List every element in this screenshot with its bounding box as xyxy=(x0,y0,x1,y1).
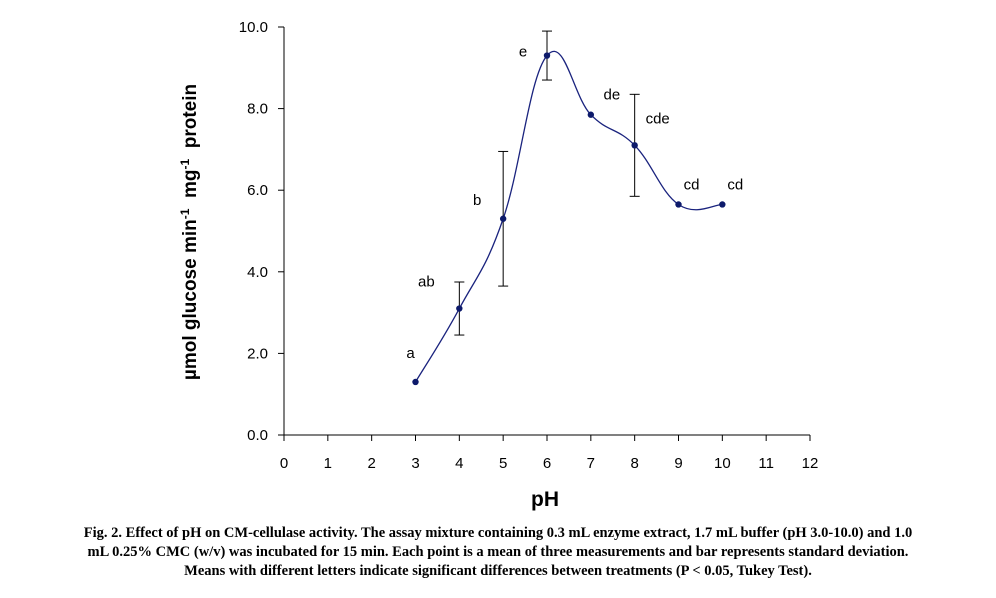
y-axis-title-part3: protein xyxy=(180,84,201,159)
y-tick-label: 6.0 xyxy=(247,182,268,199)
x-tick-label: 8 xyxy=(630,455,638,472)
y-tick-label: 8.0 xyxy=(247,101,268,118)
y-axis-title-part1: µmol glucose min xyxy=(180,219,201,380)
data-point xyxy=(412,378,419,386)
y-tick-label: 4.0 xyxy=(247,264,268,281)
series-line xyxy=(414,51,723,383)
data-point xyxy=(456,305,463,312)
x-tick-label: 9 xyxy=(674,455,682,472)
significance-label: a xyxy=(406,345,415,362)
x-tick-label: 10 xyxy=(714,455,731,472)
data-point xyxy=(719,201,726,208)
data-point xyxy=(631,142,638,149)
errorbar-layer xyxy=(454,30,640,336)
y-axis-title: µmol glucose min-1 mg-1 protein xyxy=(178,84,201,380)
significance-label: ab xyxy=(418,274,435,291)
caption-line-2: mL 0.25% CMC (w/v) was incubated for 15 … xyxy=(87,544,909,560)
x-tick-label: 7 xyxy=(587,455,595,472)
caption-line-3: Means with different letters indicate si… xyxy=(184,563,812,579)
y-tick-label: 2.0 xyxy=(247,345,268,362)
y-tick-label: 0.0 xyxy=(247,427,268,444)
label-layer: a ab b e de cde cd cd xyxy=(406,44,743,362)
curve-layer xyxy=(414,51,723,383)
chart: 0 1 2 3 4 5 6 7 8 9 10 11 120.02.04.06.08.010.0 aabb… xyxy=(178,19,819,511)
significance-label: e xyxy=(519,44,527,61)
significance-label: cde xyxy=(646,110,670,127)
significance-label: cd xyxy=(727,176,743,193)
y-tick-label: 10.0 xyxy=(239,19,268,36)
x-tick-label: 5 xyxy=(499,455,507,472)
x-tick-label: 11 xyxy=(758,455,774,472)
axes: 0 1 2 3 4 5 6 7 8 9 10 11 120.02.04.06.08.010.0 xyxy=(239,19,819,472)
y-axis-title-sup2: -1 xyxy=(178,159,192,170)
data-point xyxy=(499,215,507,222)
x-tick-label: 3 xyxy=(411,455,419,472)
y-axis-title-part2: mg xyxy=(180,170,201,209)
significance-label: cd xyxy=(684,176,700,193)
significance-label: de xyxy=(603,87,620,104)
x-tick-label: 2 xyxy=(367,455,375,472)
y-axis-title-sup1: -1 xyxy=(178,208,192,219)
data-point xyxy=(543,52,551,59)
caption-line-1: Fig. 2. Effect of pH on CM-cellulase act… xyxy=(83,525,913,541)
x-tick-label: 6 xyxy=(543,455,551,472)
x-tick-label: 0 xyxy=(280,455,288,472)
significance-label: b xyxy=(473,192,481,209)
x-tick-label: 12 xyxy=(802,455,819,472)
x-axis-title: pH xyxy=(531,488,559,511)
data-point xyxy=(587,111,595,118)
x-tick-label: 4 xyxy=(455,455,463,472)
marker-layer xyxy=(412,52,726,386)
x-tick-label: 1 xyxy=(324,455,332,472)
figure-caption: Fig. 2. Effect of pH on CM-cellulase act… xyxy=(10,524,986,581)
data-point xyxy=(675,201,682,208)
